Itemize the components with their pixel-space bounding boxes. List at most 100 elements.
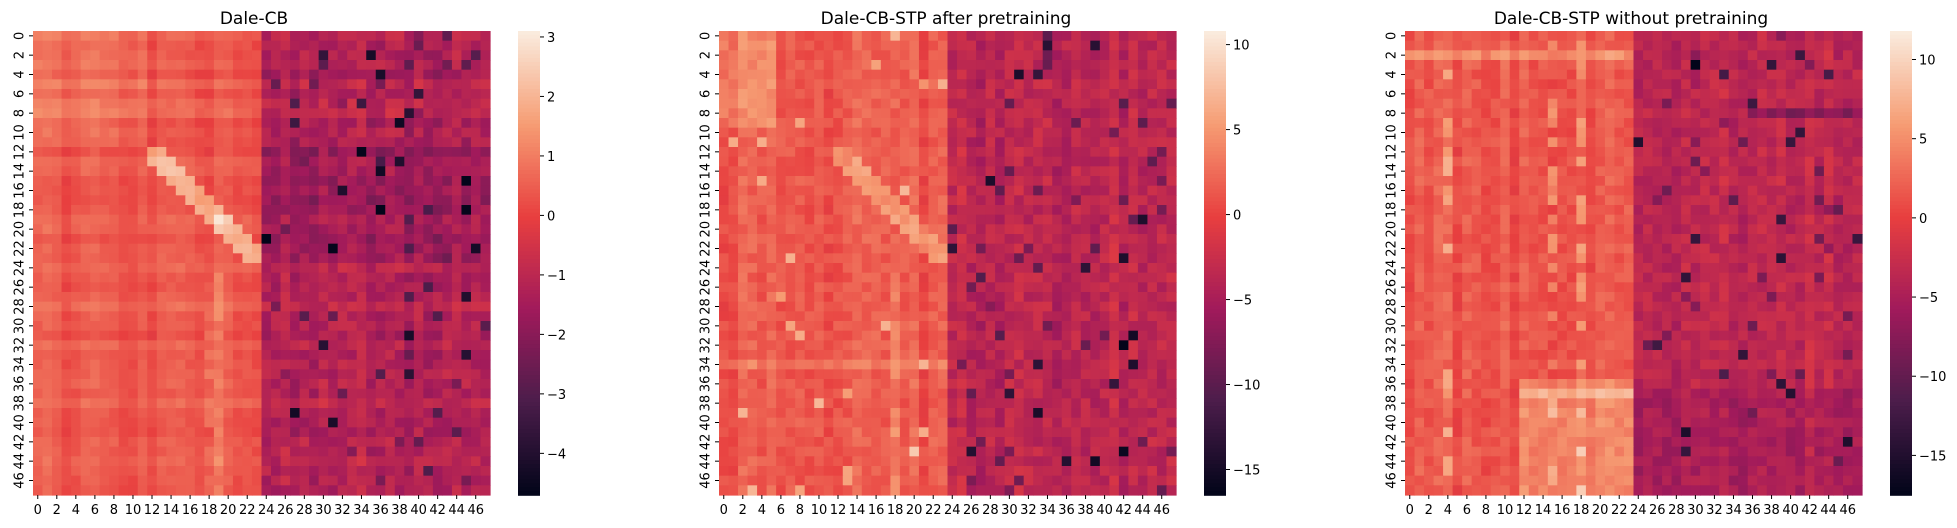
heatmap-cell <box>261 205 272 216</box>
heatmap-cell <box>318 79 329 90</box>
heatmap-cell <box>356 292 367 303</box>
heatmap-cell <box>890 40 901 51</box>
heatmap-cell <box>757 427 768 438</box>
heatmap-cell <box>899 147 911 158</box>
heatmap-cell <box>1061 31 1072 42</box>
heatmap-cell <box>271 176 282 187</box>
heatmap-cell <box>156 456 167 467</box>
colorbar-segment <box>518 61 540 67</box>
heatmap-cell <box>909 446 920 457</box>
heatmap-cell <box>976 156 987 167</box>
y-tick-label: 6 <box>699 90 714 98</box>
heatmap-cell <box>271 69 282 80</box>
heatmap-cell <box>166 234 177 245</box>
colorbar-segment <box>518 131 540 137</box>
heatmap-cell <box>823 234 834 245</box>
heatmap-cell <box>404 185 415 196</box>
colorbar-segment <box>518 116 540 121</box>
heatmap-cell <box>290 475 301 486</box>
heatmap-cell <box>251 60 263 71</box>
heatmap-cell <box>394 359 405 370</box>
heatmap-cell <box>223 359 234 370</box>
heatmap-cell <box>719 234 730 245</box>
x-tick-label: 12 <box>144 503 161 518</box>
heatmap-cell <box>118 108 129 119</box>
heatmap-cell <box>413 98 424 109</box>
heatmap-cell <box>394 282 405 293</box>
heatmap-cell <box>814 137 825 148</box>
y-tick-label: 10 <box>699 124 714 141</box>
heatmap-cell <box>128 427 139 438</box>
heatmap-cell <box>947 485 958 496</box>
heatmap-cell <box>242 263 253 274</box>
heatmap-cell <box>995 69 1006 80</box>
heatmap-cell <box>347 301 358 312</box>
heatmap-cell <box>928 147 939 158</box>
heatmap-cell <box>80 272 91 283</box>
heatmap-cell <box>995 456 1006 467</box>
heatmap-cell <box>242 282 253 293</box>
heatmap-cell <box>947 40 958 51</box>
heatmap-cell <box>1090 98 1101 109</box>
heatmap-cell <box>271 166 282 177</box>
heatmap-cell <box>328 330 339 341</box>
heatmap-cell <box>976 166 987 177</box>
heatmap-cell <box>366 485 377 496</box>
heatmap-cell <box>451 89 463 100</box>
heatmap-cell <box>880 69 891 80</box>
heatmap-cell <box>118 89 129 100</box>
heatmap-cell <box>328 147 339 158</box>
x-tick-label: 46 <box>467 503 484 518</box>
heatmap-cell <box>61 292 72 303</box>
heatmap-cell <box>728 475 739 486</box>
heatmap-cell <box>871 60 882 71</box>
heatmap-cell <box>356 321 367 332</box>
heatmap-cell <box>213 292 225 303</box>
heatmap-cell <box>719 379 730 390</box>
colorbar-segment <box>518 409 540 415</box>
heatmap-cell <box>261 398 272 409</box>
heatmap-cell <box>366 195 377 206</box>
heatmap-cell <box>766 446 777 457</box>
heatmap-cell <box>1156 301 1168 312</box>
heatmap-cell <box>337 369 348 380</box>
heatmap-cell <box>918 98 930 109</box>
heatmap-cell <box>71 214 82 225</box>
heatmap-cell <box>795 330 806 341</box>
heatmap-cell <box>232 359 244 370</box>
heatmap-cell <box>394 108 405 119</box>
heatmap-cell <box>61 147 72 158</box>
heatmap-cell <box>1052 466 1063 477</box>
heatmap-cell <box>814 50 825 61</box>
heatmap-cell <box>1128 243 1139 254</box>
heatmap-cell <box>1052 456 1063 467</box>
heatmap-cell <box>470 127 482 138</box>
heatmap-cell <box>1128 50 1139 61</box>
heatmap-cell <box>432 108 443 119</box>
heatmap-cell <box>814 388 825 399</box>
heatmap-cell <box>223 50 234 61</box>
heatmap-cell <box>309 340 320 351</box>
heatmap-cell <box>251 263 263 274</box>
heatmap-cell <box>109 301 120 312</box>
heatmap-cell <box>1061 147 1072 158</box>
heatmap-cell <box>175 272 186 283</box>
heatmap-cell <box>33 234 44 245</box>
heatmap-cell <box>261 31 272 42</box>
heatmap-cell <box>128 69 139 80</box>
colorbar-segment <box>518 174 540 179</box>
heatmap-cell <box>271 282 282 293</box>
heatmap-cell <box>833 166 844 177</box>
heatmap-cell <box>213 69 225 80</box>
heatmap-cell <box>785 272 796 283</box>
heatmap-cell <box>232 224 244 235</box>
heatmap-cell <box>213 456 225 467</box>
heatmap-cell <box>204 214 215 225</box>
heatmap-cell <box>719 408 730 419</box>
heatmap-cell <box>814 127 825 138</box>
heatmap-cell <box>375 321 386 332</box>
heatmap-cell <box>1033 408 1044 419</box>
heatmap-cell <box>318 417 329 428</box>
heatmap-cell <box>213 205 225 216</box>
heatmap-cell <box>928 437 939 448</box>
